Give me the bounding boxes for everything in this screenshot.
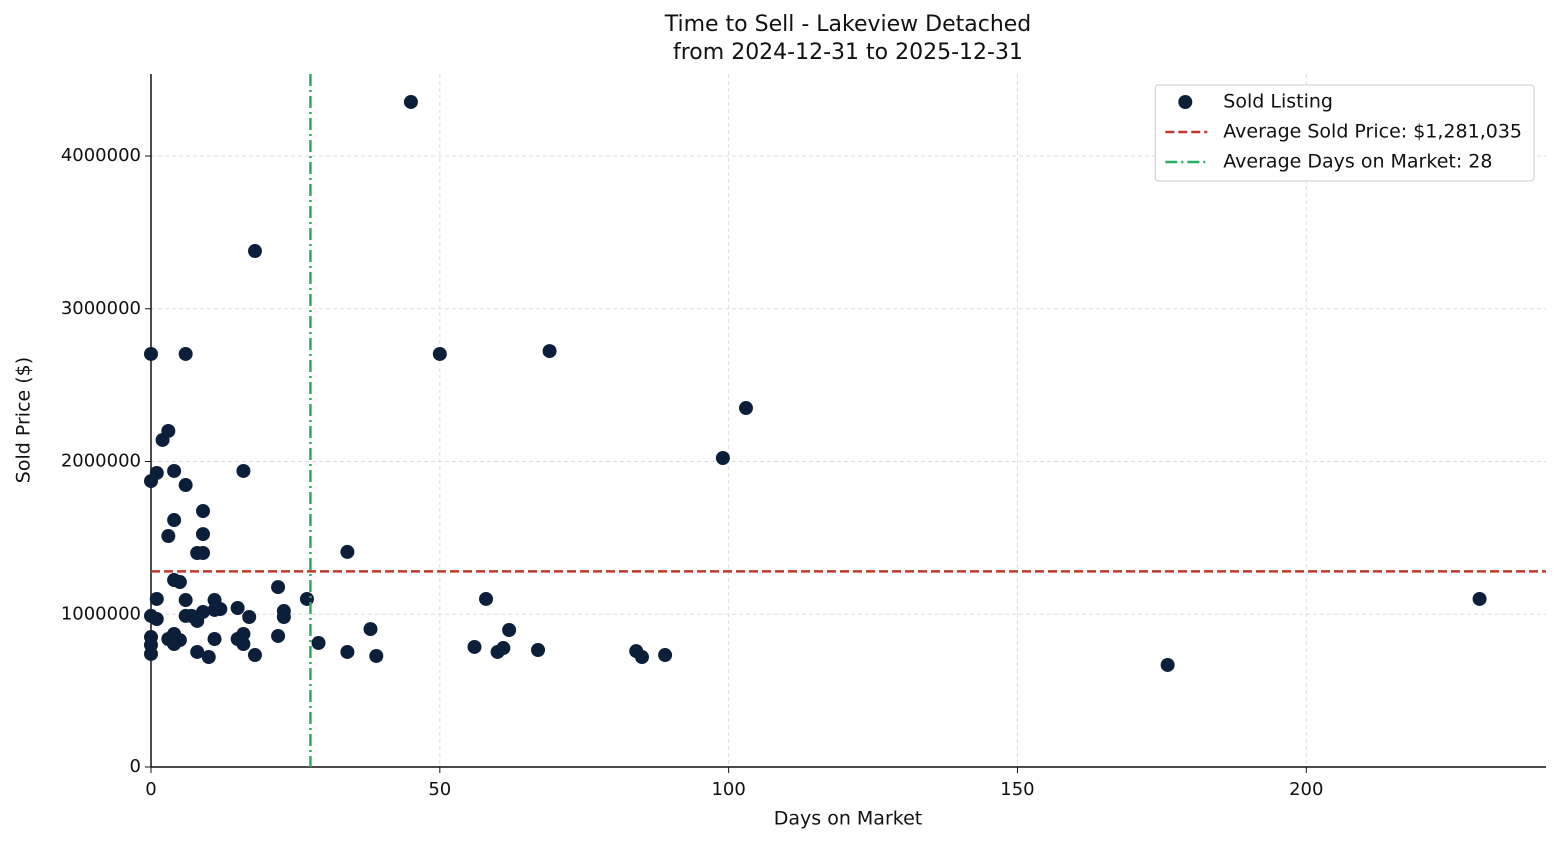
point	[403, 94, 418, 109]
point	[247, 648, 262, 663]
point	[155, 432, 170, 447]
point	[207, 632, 222, 647]
legend: Sold Listing Average Sold Price: $1,281,0…	[1154, 84, 1535, 182]
point	[190, 613, 205, 628]
point	[738, 401, 753, 416]
legend-label: Sold Listing	[1223, 91, 1333, 113]
point	[167, 513, 182, 528]
point	[144, 346, 158, 361]
point	[195, 504, 210, 519]
point	[195, 527, 210, 542]
x-tick-label: 50	[428, 779, 451, 800]
legend-marker	[1178, 95, 1193, 109]
legend-label: Average Sold Price: $1,281,035	[1223, 121, 1522, 143]
point	[167, 637, 182, 652]
y-tick-label: 2000000	[61, 451, 141, 472]
point	[201, 650, 216, 665]
x-tick-label: 200	[1289, 779, 1323, 800]
point	[1160, 657, 1175, 672]
point	[149, 611, 164, 626]
point	[230, 600, 245, 615]
chart-subtitle: from 2024-12-31 to 2025-12-31	[673, 40, 1023, 65]
point	[276, 610, 291, 625]
legend-label: Average Days on Market: 28	[1223, 151, 1492, 173]
point	[502, 622, 517, 637]
point	[467, 639, 482, 654]
point	[634, 650, 649, 665]
point	[271, 580, 286, 595]
point	[172, 575, 187, 590]
y-tick-label: 3000000	[61, 298, 141, 319]
point	[236, 637, 251, 652]
point	[242, 610, 257, 625]
point	[299, 591, 314, 606]
point	[144, 474, 158, 489]
chart-title: Time to Sell - Lakeview Detached	[664, 12, 1032, 37]
point	[715, 450, 730, 465]
point	[311, 635, 326, 650]
x-axis-label: Days on Market	[774, 808, 922, 830]
legend-box	[1154, 84, 1535, 182]
point	[490, 644, 505, 659]
point	[340, 544, 355, 559]
point	[658, 648, 673, 663]
x-tick-label: 100	[711, 779, 745, 800]
point	[207, 602, 222, 617]
point	[167, 463, 182, 478]
point	[144, 646, 158, 661]
point	[271, 628, 286, 643]
point	[178, 346, 193, 361]
y-axis-label: Sold Price ($)	[13, 357, 35, 483]
point	[479, 591, 494, 606]
y-tick-label: 4000000	[61, 145, 141, 166]
y-tick-label: 1000000	[61, 603, 141, 624]
point	[363, 622, 378, 637]
point	[247, 244, 262, 259]
point	[369, 648, 384, 663]
point	[542, 344, 557, 359]
point	[149, 591, 164, 606]
x-tick-label: 150	[1000, 779, 1034, 800]
point	[531, 642, 546, 657]
point	[195, 546, 210, 561]
point	[432, 346, 447, 361]
point	[190, 644, 205, 659]
point	[340, 644, 355, 659]
point	[178, 593, 193, 608]
point	[178, 478, 193, 493]
point	[236, 463, 251, 478]
point	[1472, 591, 1487, 606]
point	[161, 529, 176, 544]
y-tick-label: 0	[130, 756, 141, 777]
x-tick-label: 0	[145, 779, 156, 800]
